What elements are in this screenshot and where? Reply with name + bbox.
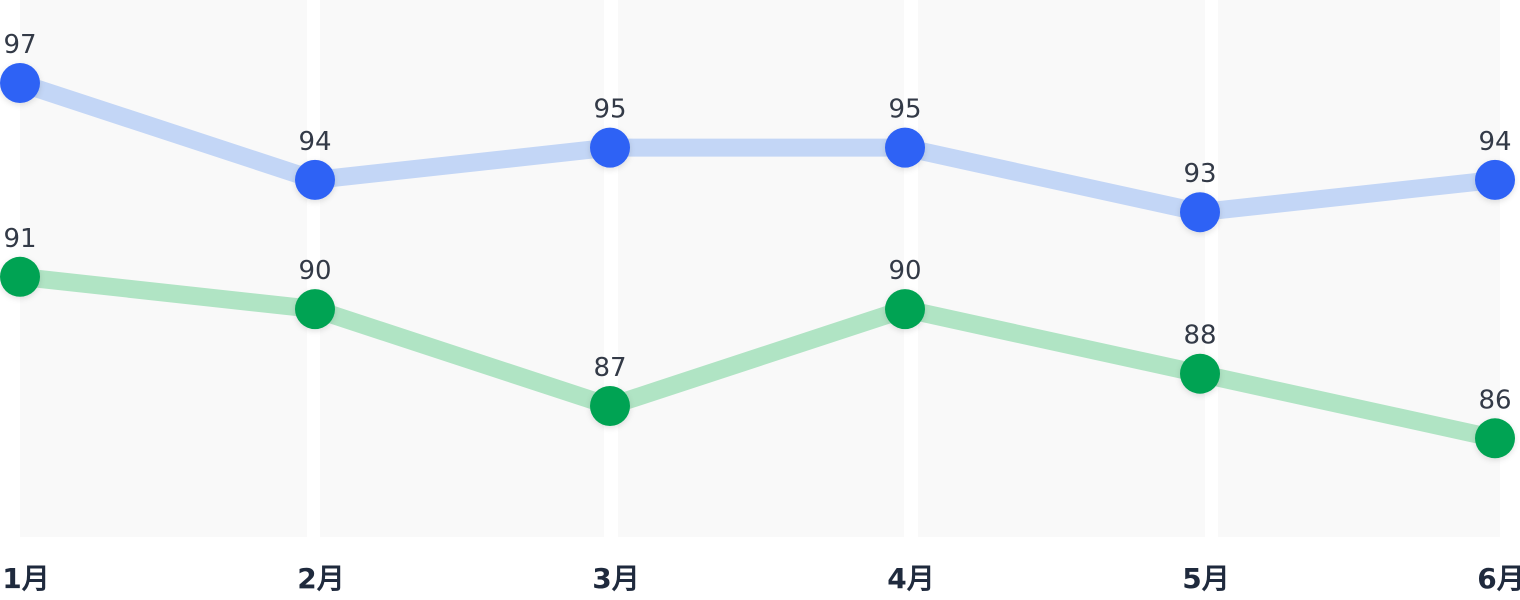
data-point (295, 159, 335, 200)
data-labels: 97 94 95 95 93 94 91 90 87 90 88 86 (3, 30, 1511, 415)
series-line-1 (11, 74, 1504, 222)
data-label: 93 (1183, 159, 1216, 189)
x-tick-label: 6月 (1477, 562, 1520, 595)
data-point (0, 63, 40, 103)
background-band (618, 0, 904, 537)
data-point (0, 256, 40, 297)
data-label: 95 (888, 95, 921, 125)
x-tick-label: 3月 (592, 562, 639, 595)
data-point (590, 127, 630, 168)
data-label: 90 (298, 256, 331, 286)
data-point (885, 127, 925, 168)
x-tick-label: 1月 (2, 562, 49, 595)
data-point (1180, 192, 1220, 233)
data-label: 88 (1183, 321, 1216, 351)
data-label: 94 (298, 127, 331, 157)
series-lines (11, 74, 1504, 448)
series-points (0, 63, 1515, 459)
data-point (1475, 159, 1515, 200)
series-line-2 (11, 267, 1504, 448)
data-point (885, 289, 925, 330)
data-label: 90 (888, 256, 921, 286)
data-label: 95 (593, 95, 626, 125)
data-point (590, 386, 630, 426)
x-axis-ticks: 1月 2月 3月 4月 5月 6月 (2, 562, 1520, 595)
data-point (1475, 418, 1515, 459)
data-label: 91 (3, 224, 36, 254)
data-point (1180, 353, 1220, 394)
background-band (320, 0, 604, 537)
x-tick-label: 2月 (297, 562, 344, 595)
background-band (918, 0, 1205, 537)
x-tick-label: 4月 (887, 562, 934, 595)
data-point (295, 289, 335, 330)
background-bands (20, 0, 1500, 537)
background-band (20, 0, 307, 537)
data-label: 87 (593, 353, 626, 383)
background-band (1218, 0, 1500, 537)
x-tick-label: 5月 (1182, 562, 1229, 595)
data-label: 97 (3, 30, 36, 60)
data-label: 94 (1478, 127, 1511, 157)
data-label: 86 (1478, 385, 1511, 415)
